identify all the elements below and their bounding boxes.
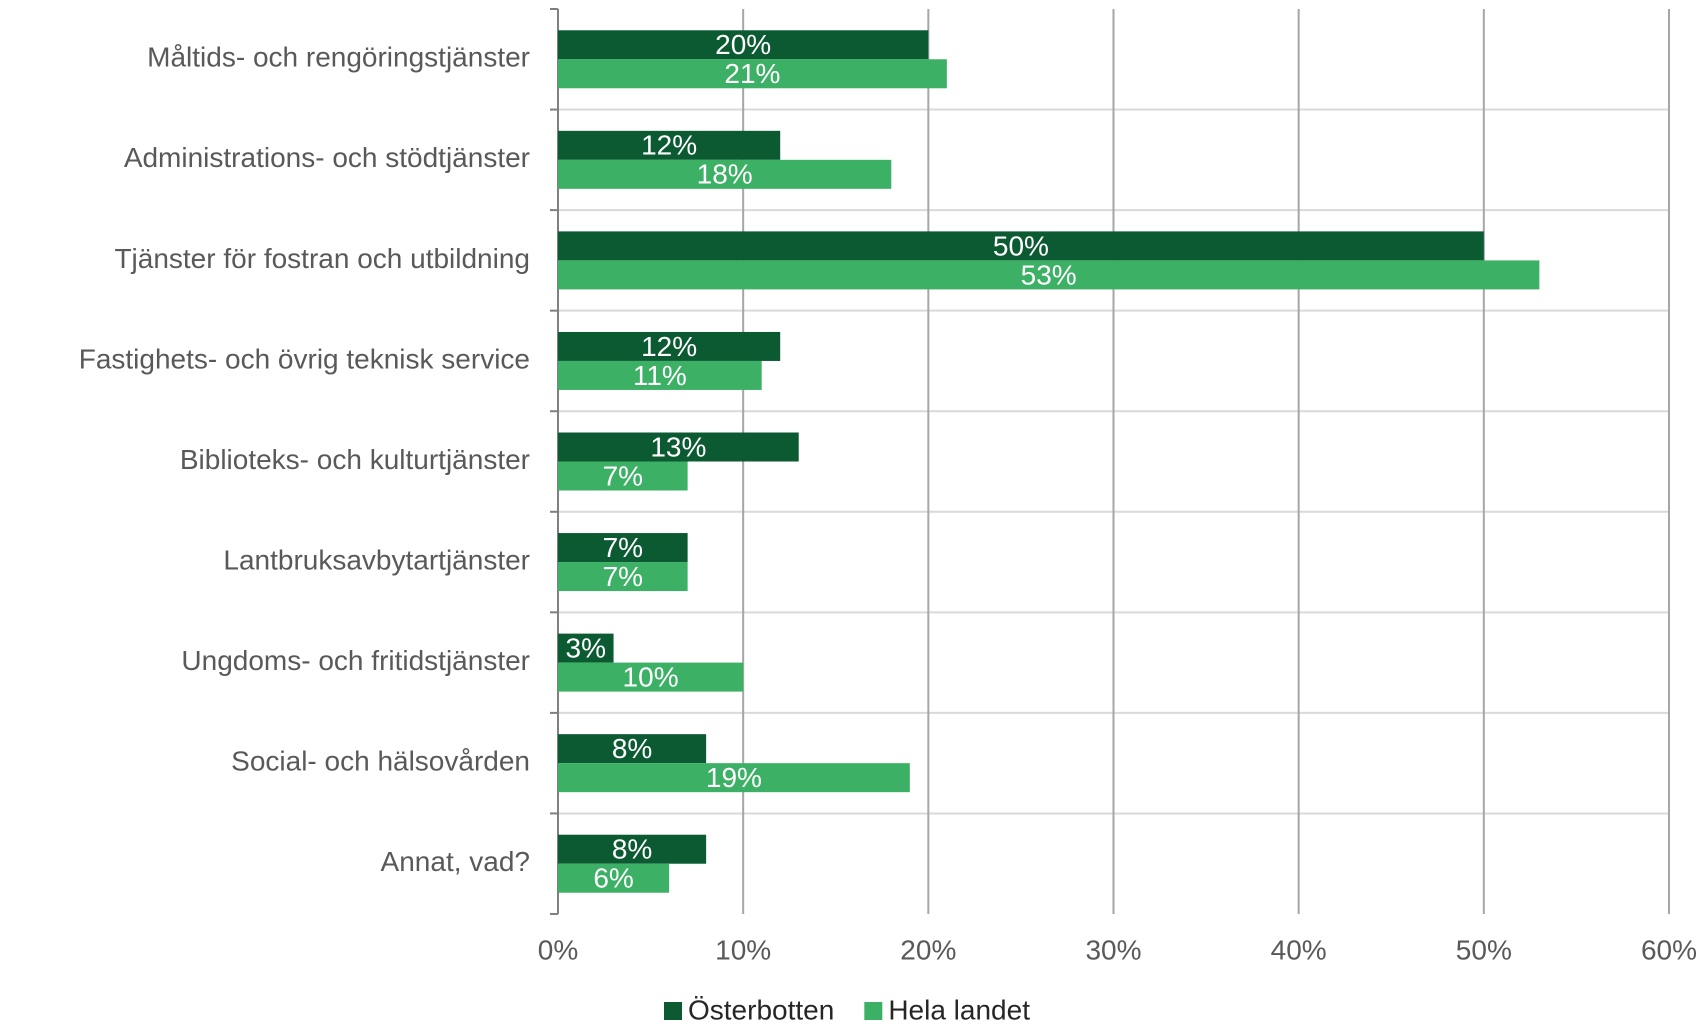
x-tick-label: 40% [1271, 934, 1327, 965]
data-label: 8% [612, 834, 652, 865]
bar [558, 231, 1484, 261]
bar [558, 260, 1540, 290]
data-label: 19% [706, 762, 762, 793]
bar [558, 533, 688, 563]
bar [558, 130, 781, 160]
bar [558, 432, 799, 462]
x-tick-label: 10% [715, 934, 771, 965]
y-tick-label: Social- och hälsovården [231, 746, 530, 777]
legend-label: Österbotten [688, 994, 834, 1025]
y-tick-label: Måltids- och rengöringstjänster [147, 42, 530, 73]
y-tick-label: Biblioteks- och kulturtjänster [180, 444, 530, 475]
data-label: 53% [1021, 259, 1077, 290]
data-label: 8% [612, 733, 652, 764]
legend-swatch [664, 1002, 682, 1020]
data-label: 7% [603, 532, 643, 563]
y-tick-label: Ungdoms- och fritidstjänster [181, 645, 530, 676]
x-tick-label: 20% [900, 934, 956, 965]
bar [558, 863, 670, 893]
data-label: 6% [593, 863, 633, 894]
y-tick-label: Fastighets- och övrig teknisk service [79, 343, 530, 374]
data-label: 12% [641, 331, 697, 362]
bar [558, 633, 614, 663]
bar [558, 734, 707, 764]
y-tick-label: Annat, vad? [381, 846, 530, 877]
bar [558, 834, 707, 864]
x-tick-label: 60% [1641, 934, 1697, 965]
data-label: 13% [650, 431, 706, 462]
x-tick-label: 0% [538, 934, 578, 965]
bar [558, 662, 744, 692]
legend-label: Hela landet [888, 994, 1030, 1025]
data-label: 20% [715, 29, 771, 60]
data-label: 18% [697, 159, 753, 190]
data-label: 7% [603, 460, 643, 491]
data-label: 10% [623, 662, 679, 693]
data-label: 3% [566, 633, 606, 664]
bar [558, 360, 762, 390]
bar [558, 159, 892, 189]
bar [558, 59, 947, 89]
bar [558, 461, 688, 491]
bar [558, 562, 688, 592]
data-label: 12% [641, 130, 697, 161]
y-tick-label: Lantbruksavbytartjänster [223, 544, 530, 575]
y-tick-label: Tjänster för fostran och utbildning [114, 243, 530, 274]
x-tick-label: 50% [1456, 934, 1512, 965]
bar [558, 331, 781, 361]
data-label: 7% [603, 561, 643, 592]
y-tick-label: Administrations- och stödtjänster [124, 142, 530, 173]
bar [558, 30, 929, 60]
data-label: 50% [993, 230, 1049, 261]
x-tick-label: 30% [1085, 934, 1141, 965]
data-label: 11% [633, 360, 687, 391]
legend-swatch [864, 1002, 883, 1020]
bar [558, 763, 910, 793]
data-label: 21% [724, 58, 780, 89]
